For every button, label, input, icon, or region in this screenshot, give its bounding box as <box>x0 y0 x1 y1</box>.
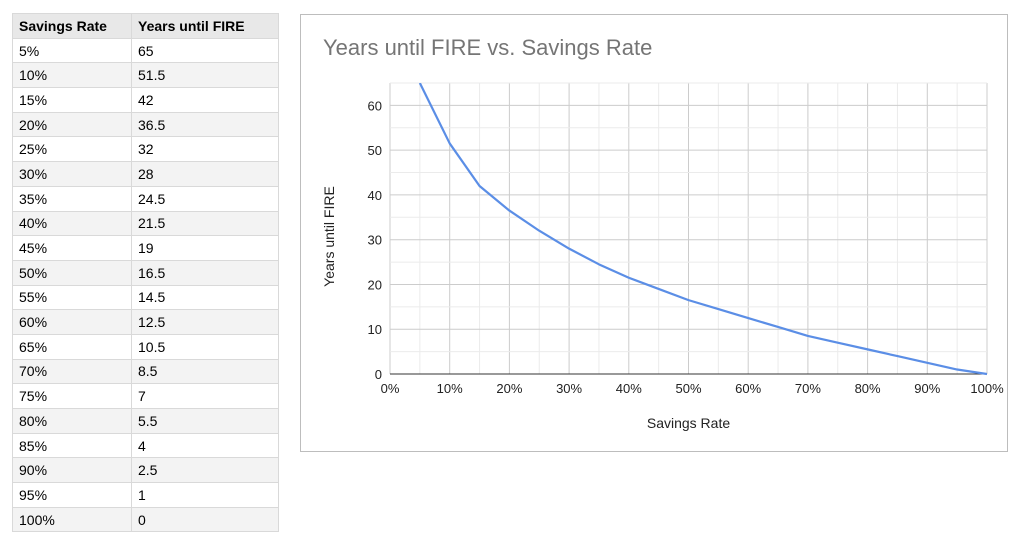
x-tick-label: 70% <box>795 381 821 396</box>
cell-years-until-fire[interactable]: 5.5 <box>131 408 279 434</box>
table-row: 45% 19 <box>12 235 279 261</box>
y-tick-label: 40 <box>368 188 382 203</box>
table-row: 60% 12.5 <box>12 309 279 335</box>
x-tick-label: 50% <box>675 381 701 396</box>
table-row: 35% 24.5 <box>12 185 279 212</box>
cell-years-until-fire[interactable]: 8.5 <box>131 358 279 385</box>
table-row: 65% 10.5 <box>12 333 279 360</box>
table-row: 75% 7 <box>12 383 279 409</box>
cell-years-until-fire[interactable]: 32 <box>131 136 279 163</box>
line-chart: 0 10 20 30 40 50 60 0% 10% 20% 30% 40% 50% 60% 70% 80% 9… <box>321 82 1004 431</box>
cell-years-until-fire[interactable]: 21.5 <box>131 210 279 237</box>
cell-savings-rate[interactable]: 90% <box>12 457 132 484</box>
table-row: 25% 32 <box>12 136 279 163</box>
cell-years-until-fire[interactable]: 24.5 <box>131 185 279 212</box>
x-tick-label: 100% <box>970 381 1004 396</box>
x-tick-label: 30% <box>556 381 582 396</box>
table-row: 20% 36.5 <box>12 111 279 138</box>
cell-years-until-fire[interactable]: 16.5 <box>131 259 279 286</box>
x-tick-label: 80% <box>855 381 881 396</box>
x-tick-label: 90% <box>914 381 940 396</box>
table-row: 50% 16.5 <box>12 259 279 286</box>
table-row: 90% 2.5 <box>12 457 279 484</box>
chart-panel[interactable]: Years until FIRE vs. Savings Rate 0 10 20 3… <box>300 14 1008 452</box>
cell-savings-rate[interactable]: 5% <box>12 37 132 64</box>
y-tick-label: 50 <box>368 143 382 158</box>
chart-title: Years until FIRE vs. Savings Rate <box>323 35 653 60</box>
cell-savings-rate[interactable]: 25% <box>12 136 132 163</box>
cell-savings-rate[interactable]: 85% <box>12 432 132 459</box>
table-row: 95% 1 <box>12 482 279 508</box>
table-row: 10% 51.5 <box>12 62 279 89</box>
cell-years-until-fire[interactable]: 28 <box>131 161 279 187</box>
x-tick-label: 10% <box>437 381 463 396</box>
cell-years-until-fire[interactable]: 51.5 <box>131 62 279 89</box>
table-row: 15% 42 <box>12 87 279 113</box>
cell-savings-rate[interactable]: 70% <box>12 358 132 385</box>
cell-years-until-fire[interactable]: 0 <box>131 506 279 533</box>
x-axis-label: Savings Rate <box>647 415 730 431</box>
cell-years-until-fire[interactable]: 2.5 <box>131 457 279 484</box>
cell-savings-rate[interactable]: 20% <box>12 111 132 138</box>
x-tick-label: 40% <box>616 381 642 396</box>
cell-savings-rate[interactable]: 10% <box>12 62 132 89</box>
y-tick-label: 60 <box>368 98 382 113</box>
cell-years-until-fire[interactable]: 42 <box>131 87 279 113</box>
table-row: 55% 14.5 <box>12 284 279 311</box>
column-header-years-until-fire[interactable]: Years until FIRE <box>131 13 279 39</box>
cell-years-until-fire[interactable]: 65 <box>131 37 279 64</box>
y-tick-label: 30 <box>368 233 382 248</box>
x-tick-label: 60% <box>735 381 761 396</box>
cell-savings-rate[interactable]: 40% <box>12 210 132 237</box>
cell-savings-rate[interactable]: 50% <box>12 259 132 286</box>
column-header-savings-rate[interactable]: Savings Rate <box>12 13 132 39</box>
cell-years-until-fire[interactable]: 1 <box>131 482 279 508</box>
cell-savings-rate[interactable]: 55% <box>12 284 132 311</box>
cell-savings-rate[interactable]: 65% <box>12 333 132 360</box>
y-tick-label: 10 <box>368 322 382 337</box>
header-row: Savings Rate Years until FIRE <box>12 13 279 39</box>
cell-years-until-fire[interactable]: 14.5 <box>131 284 279 311</box>
cell-years-until-fire[interactable]: 10.5 <box>131 333 279 360</box>
table-row: 5% 65 <box>12 37 279 64</box>
cell-years-until-fire[interactable]: 36.5 <box>131 111 279 138</box>
x-tick-label: 0% <box>381 381 400 396</box>
cell-years-until-fire[interactable]: 19 <box>131 235 279 261</box>
cell-years-until-fire[interactable]: 4 <box>131 432 279 459</box>
table-row: 80% 5.5 <box>12 408 279 434</box>
x-tick-label: 20% <box>496 381 522 396</box>
series-line <box>418 83 987 376</box>
cell-savings-rate[interactable]: 30% <box>12 161 132 187</box>
cell-savings-rate[interactable]: 15% <box>12 87 132 113</box>
cell-years-until-fire[interactable]: 7 <box>131 383 279 409</box>
table-row: 40% 21.5 <box>12 210 279 237</box>
cell-years-until-fire[interactable]: 12.5 <box>131 309 279 335</box>
cell-savings-rate[interactable]: 80% <box>12 408 132 434</box>
table-row: 100% 0 <box>12 506 279 533</box>
y-axis-label: Years until FIRE <box>321 186 337 287</box>
data-table: Savings Rate Years until FIRE 5% 65 10% 51.… <box>12 13 279 533</box>
table-row: 30% 28 <box>12 161 279 187</box>
table-row: 70% 8.5 <box>12 358 279 385</box>
cell-savings-rate[interactable]: 100% <box>12 506 132 533</box>
cell-savings-rate[interactable]: 95% <box>12 482 132 508</box>
cell-savings-rate[interactable]: 75% <box>12 383 132 409</box>
table-row: 85% 4 <box>12 432 279 459</box>
cell-savings-rate[interactable]: 35% <box>12 185 132 212</box>
y-tick-label: 0 <box>375 367 382 382</box>
cell-savings-rate[interactable]: 45% <box>12 235 132 261</box>
cell-savings-rate[interactable]: 60% <box>12 309 132 335</box>
y-tick-label: 20 <box>368 277 382 292</box>
